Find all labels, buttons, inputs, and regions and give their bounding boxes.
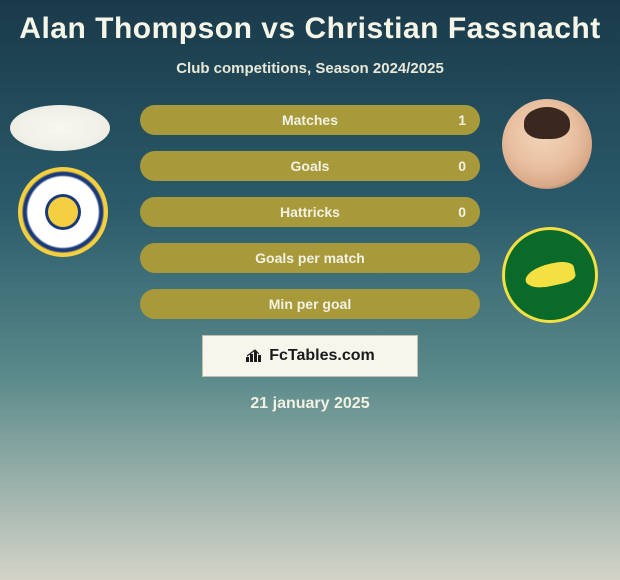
watermark-text: FcTables.com	[269, 347, 375, 365]
player2-club-logo	[502, 227, 598, 323]
stat-label: Hattricks	[280, 204, 340, 220]
stat-right-value: 1	[458, 112, 466, 128]
stat-row-hattricks: Hattricks 0	[140, 197, 480, 227]
stat-row-matches: Matches 1	[140, 105, 480, 135]
player1-club-logo	[18, 167, 108, 257]
stat-right-value: 0	[458, 204, 466, 220]
stat-row-min-per-goal: Min per goal	[140, 289, 480, 319]
stat-label: Goals	[291, 158, 330, 174]
player2-photo	[502, 99, 592, 189]
barchart-icon	[245, 349, 263, 363]
subtitle: Club competitions, Season 2024/2025	[0, 60, 620, 77]
comparison-panel: Matches 1 Goals 0 Hattricks 0 Goals per …	[0, 105, 620, 413]
stat-label: Goals per match	[255, 250, 365, 266]
player1-photo	[10, 105, 110, 151]
stat-label: Matches	[282, 112, 338, 128]
stat-row-goals: Goals 0	[140, 151, 480, 181]
watermark-badge: FcTables.com	[202, 335, 418, 377]
stat-right-value: 0	[458, 158, 466, 174]
stat-label: Min per goal	[269, 296, 351, 312]
stats-bars: Matches 1 Goals 0 Hattricks 0 Goals per …	[140, 105, 480, 319]
page-title: Alan Thompson vs Christian Fassnacht	[0, 0, 620, 46]
stat-row-goals-per-match: Goals per match	[140, 243, 480, 273]
snapshot-date: 21 january 2025	[0, 395, 620, 413]
